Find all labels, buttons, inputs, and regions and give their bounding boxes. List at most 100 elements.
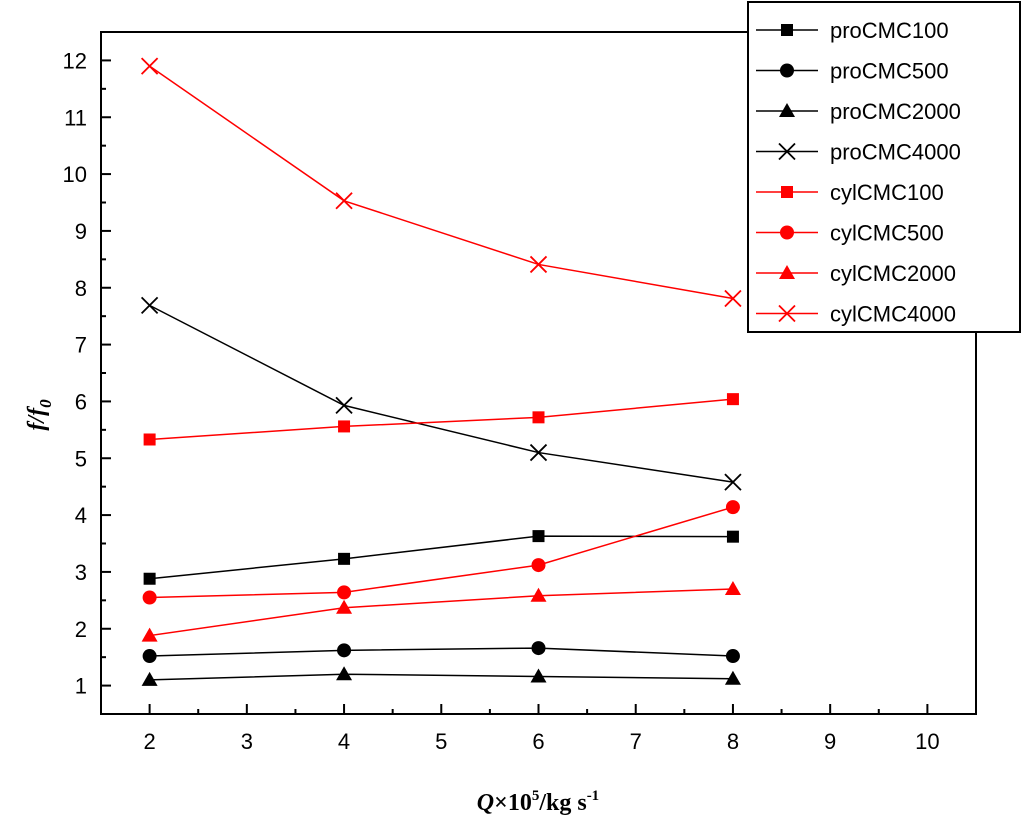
x-tick-label: 4	[338, 729, 350, 754]
x-tick-label: 8	[727, 729, 739, 754]
series-line-cylCMC2000	[149, 588, 733, 637]
data-point-cylCMC100	[338, 420, 351, 433]
y-tick-label: 10	[63, 162, 87, 187]
y-tick-label: 5	[75, 446, 87, 471]
legend-marker	[779, 265, 795, 279]
axis-titles: Q×105/kg s-1 f/f0	[24, 399, 599, 816]
legend-label: proCMC500	[830, 59, 949, 84]
legend-item-cylCMC2000: cylCMC2000	[756, 261, 956, 286]
series-line-proCMC100	[149, 535, 733, 580]
data-point-proCMC500	[142, 649, 157, 664]
y-axis-title: f/f0	[24, 399, 55, 431]
data-point-proCMC100	[338, 552, 351, 565]
series-line-cylCMC100	[149, 398, 734, 441]
x-tick-label: 10	[915, 729, 939, 754]
data-point-cylCMC4000	[529, 255, 548, 274]
data-point-proCMC500	[531, 641, 546, 656]
data-point-proCMC2000	[336, 666, 353, 681]
x-axis-title-var: Q	[477, 790, 494, 816]
x-tick-label: 6	[532, 729, 544, 754]
series-proCMC100	[143, 530, 739, 585]
legend-item-cylCMC4000: cylCMC4000	[756, 302, 956, 327]
legend-item-proCMC4000: proCMC4000	[756, 140, 961, 165]
legend-marker	[781, 24, 793, 36]
legend-label: cylCMC2000	[830, 261, 956, 286]
x-axis-title-unit: /kg s	[538, 790, 586, 816]
data-point-proCMC2000	[530, 668, 547, 683]
data-point-cylCMC500	[142, 590, 157, 605]
data-point-proCMC100	[143, 572, 156, 585]
y-tick-label: 2	[75, 617, 87, 642]
y-tick-label: 7	[75, 333, 87, 358]
x-axis-title-times: ×10	[494, 790, 532, 816]
series-proCMC4000	[140, 296, 742, 491]
legend-item-proCMC100: proCMC100	[756, 18, 949, 43]
legend-label: proCMC2000	[830, 99, 961, 124]
legend-item-cylCMC500: cylCMC500	[756, 221, 944, 246]
legend-item-proCMC500: proCMC500	[756, 59, 949, 84]
data-point-proCMC4000	[529, 443, 548, 462]
x-tick-label: 2	[143, 729, 155, 754]
data-point-cylCMC2000	[336, 599, 353, 614]
series-layer	[140, 57, 742, 686]
legend-marker	[781, 186, 793, 198]
data-point-cylCMC2000	[724, 580, 741, 595]
series-proCMC500	[142, 641, 740, 664]
y-axis-title-base: f/f	[24, 406, 50, 431]
legend-marker	[780, 225, 794, 240]
series-line-cylCMC500	[149, 506, 734, 599]
data-point-cylCMC4000	[335, 192, 353, 210]
y-tick-label: 12	[63, 48, 87, 73]
y-tick-label: 11	[64, 105, 87, 130]
y-tick-label: 4	[75, 503, 87, 528]
data-point-cylCMC100	[726, 393, 739, 406]
legend-item-proCMC2000: proCMC2000	[756, 99, 961, 124]
data-point-cylCMC100	[143, 433, 156, 446]
data-point-cylCMC100	[532, 411, 545, 424]
x-axis-title-sup: 5	[532, 788, 540, 804]
data-point-proCMC4000	[140, 296, 159, 315]
legend-item-cylCMC100: cylCMC100	[756, 180, 944, 205]
y-tick-label: 1	[75, 674, 87, 699]
y-tick-label: 8	[75, 276, 87, 301]
series-cylCMC100	[143, 393, 739, 446]
y-axis-title-sub: 0	[36, 399, 55, 408]
legend-label: cylCMC500	[830, 221, 944, 246]
legend-marker	[778, 304, 796, 323]
x-axis-title-unit-sup: -1	[587, 788, 600, 804]
y-tick-label: 9	[75, 219, 87, 244]
x-tick-label: 3	[241, 729, 253, 754]
y-tick-label: 3	[75, 560, 87, 585]
series-line-cylCMC4000	[149, 65, 734, 300]
series-cylCMC4000	[140, 57, 742, 308]
data-point-cylCMC4000	[724, 289, 742, 308]
series-line-proCMC2000	[149, 673, 733, 681]
legend-label: cylCMC4000	[830, 302, 956, 327]
data-point-proCMC100	[532, 530, 545, 543]
data-point-cylCMC2000	[530, 587, 547, 602]
series-cylCMC500	[142, 500, 740, 605]
data-point-proCMC4000	[335, 396, 353, 415]
data-point-cylCMC2000	[141, 627, 158, 642]
series-cylCMC2000	[141, 580, 741, 642]
legend-label: cylCMC100	[830, 180, 944, 205]
legend-marker	[780, 63, 794, 78]
data-point-proCMC2000	[724, 670, 741, 685]
legend-marker	[779, 103, 795, 117]
legend-label: proCMC4000	[830, 140, 961, 165]
data-point-proCMC2000	[141, 671, 158, 686]
x-axis-title: Q×105/kg s-1	[477, 788, 599, 816]
x-tick-label: 5	[435, 729, 447, 754]
x-tick-label: 7	[630, 729, 642, 754]
data-point-proCMC500	[337, 643, 352, 658]
series-line-proCMC500	[149, 647, 733, 657]
legend: proCMC100 proCMC500 proCMC2000 proCMC4000 cy…	[747, 1, 1021, 333]
x-tick-label: 9	[824, 729, 836, 754]
data-point-proCMC100	[726, 530, 739, 543]
series-proCMC2000	[141, 666, 741, 686]
data-point-cylCMC500	[337, 585, 352, 600]
data-point-cylCMC4000	[140, 57, 159, 75]
data-point-cylCMC500	[531, 558, 546, 573]
